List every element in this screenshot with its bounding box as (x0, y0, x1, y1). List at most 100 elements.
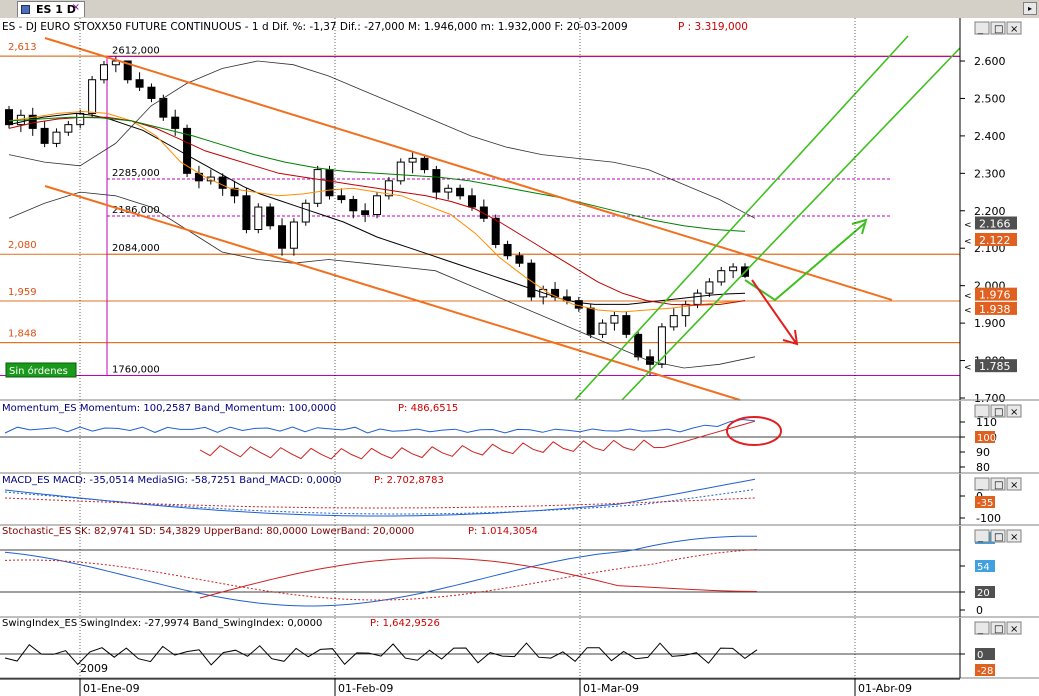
restore-icon-glyph: □ (994, 24, 1003, 35)
macd-panel: 0-100-35 (4, 478, 1001, 525)
restore-icon[interactable] (990, 21, 1006, 35)
close-icon[interactable]: × (71, 2, 80, 13)
minimize-icon[interactable] (974, 529, 990, 543)
sin-ordenes-label: Sin órdenes (9, 365, 68, 377)
candle-body (420, 157, 429, 171)
candle-body (693, 292, 702, 305)
candle-body (64, 124, 73, 133)
indicator-badge-label: -35 (977, 498, 993, 509)
candle-body (99, 64, 108, 81)
indicator-badge (975, 648, 995, 660)
candle-body (218, 176, 227, 189)
y-tick-label: 2.200 (974, 205, 1006, 218)
candle-body (266, 206, 275, 227)
candle-body (598, 322, 607, 335)
red-projection-arrow (751, 279, 797, 344)
candle-body (527, 262, 536, 298)
badge-pointer: < (964, 306, 972, 316)
candle-body (135, 79, 144, 88)
tab-es-1d[interactable]: ES 1 D × (17, 1, 85, 17)
minimize-icon[interactable] (974, 404, 990, 418)
sin-ordenes-button[interactable]: Sin órdenes (5, 362, 77, 378)
candle-body (717, 270, 726, 283)
envelope-line (8, 191, 756, 369)
x-tick-label: 01-Feb-09 (338, 682, 393, 695)
candle-body (562, 296, 571, 302)
momentum-red-line (199, 420, 756, 460)
green-projection-arrow (744, 222, 866, 302)
candle-body (313, 169, 322, 204)
candle-body (301, 202, 310, 223)
restore-icon-glyph: □ (994, 532, 1003, 543)
main-p-value: P : 3.319,000 (678, 21, 748, 33)
close-icon-glyph: × (1010, 407, 1018, 418)
candle-body (444, 187, 453, 193)
y-tick-label: 90 (976, 446, 990, 459)
candle-body (467, 195, 476, 208)
candle-body (278, 225, 287, 249)
level-label: 1760,000 (112, 365, 160, 376)
level-left-label: 2,080 (8, 240, 37, 251)
y-tick-label: 2.500 (974, 92, 1006, 105)
swingindex-p-value: P: 1,642,9526 (370, 618, 440, 629)
candle-body (491, 217, 500, 245)
close-icon[interactable] (1006, 477, 1022, 491)
close-icon[interactable] (1006, 21, 1022, 35)
indicator-badge (975, 431, 995, 443)
restore-icon[interactable] (990, 477, 1006, 491)
level-label: 2285,000 (112, 168, 160, 179)
candle-body (634, 333, 643, 358)
y-tick-label: 110 (976, 416, 997, 429)
stoch-sk-line (4, 535, 757, 607)
close-icon[interactable] (1006, 621, 1022, 635)
y-tick-label: 2.300 (974, 167, 1006, 180)
minimize-icon[interactable] (974, 477, 990, 491)
candle-body (123, 60, 132, 81)
indicator-badge (975, 496, 995, 508)
candle-body (669, 315, 678, 328)
candle-body (373, 195, 381, 216)
candle-body (729, 266, 738, 272)
candle-body (456, 187, 465, 197)
minimize-icon[interactable] (974, 21, 990, 35)
candle-body (111, 60, 120, 66)
indicator-badge (975, 586, 995, 598)
level-label: 2612,000 (112, 46, 160, 57)
candle-body (586, 307, 595, 335)
main-title: ES - DJ EURO STOXX50 FUTURE CONTINUOUS -… (2, 21, 628, 33)
restore-icon[interactable] (990, 529, 1006, 543)
badge-pointer: < (964, 237, 972, 247)
price-badge-label: 1.785 (979, 360, 1011, 373)
tab-bar: ES 1 D × ▸ (0, 0, 1039, 19)
price-badge-label: 2.122 (979, 234, 1011, 247)
candle-body (337, 195, 346, 201)
restore-icon[interactable] (990, 621, 1006, 635)
candle-body (159, 97, 168, 118)
price-badge-label: 1.938 (979, 303, 1011, 316)
candle-body (147, 86, 156, 99)
candle-body (5, 109, 13, 126)
candle-body (325, 169, 334, 197)
chart-area[interactable]: 2.6002.5002.4002.3002.2002.1002.0001.900… (0, 18, 1039, 696)
stoch-sd-dotted (4, 549, 758, 601)
minimize-icon[interactable] (974, 621, 990, 635)
macd-band-line (4, 497, 756, 509)
close-icon-glyph: × (1010, 624, 1018, 635)
restore-icon[interactable] (990, 404, 1006, 418)
candle-body (254, 206, 263, 231)
price-badge (975, 232, 1017, 246)
candle-body (610, 315, 619, 324)
candle-body (349, 199, 358, 212)
candle-body (479, 206, 488, 219)
x-tick-label: 01-Mar-09 (583, 682, 639, 695)
moving-average-line (8, 116, 746, 232)
close-icon[interactable] (1006, 404, 1022, 418)
indicator-badge-label: 20 (977, 588, 990, 599)
price-badge (975, 216, 1017, 230)
candle-body (657, 326, 666, 365)
scroll-right-icon[interactable]: ▸ (1023, 2, 1037, 15)
indicator-badge (975, 664, 995, 676)
minimize-icon-glyph: _ (977, 480, 984, 491)
stochastic-title: Stochastic_ES SK: 82,9741 SD: 54,3829 Up… (2, 526, 414, 537)
close-icon[interactable] (1006, 529, 1022, 543)
